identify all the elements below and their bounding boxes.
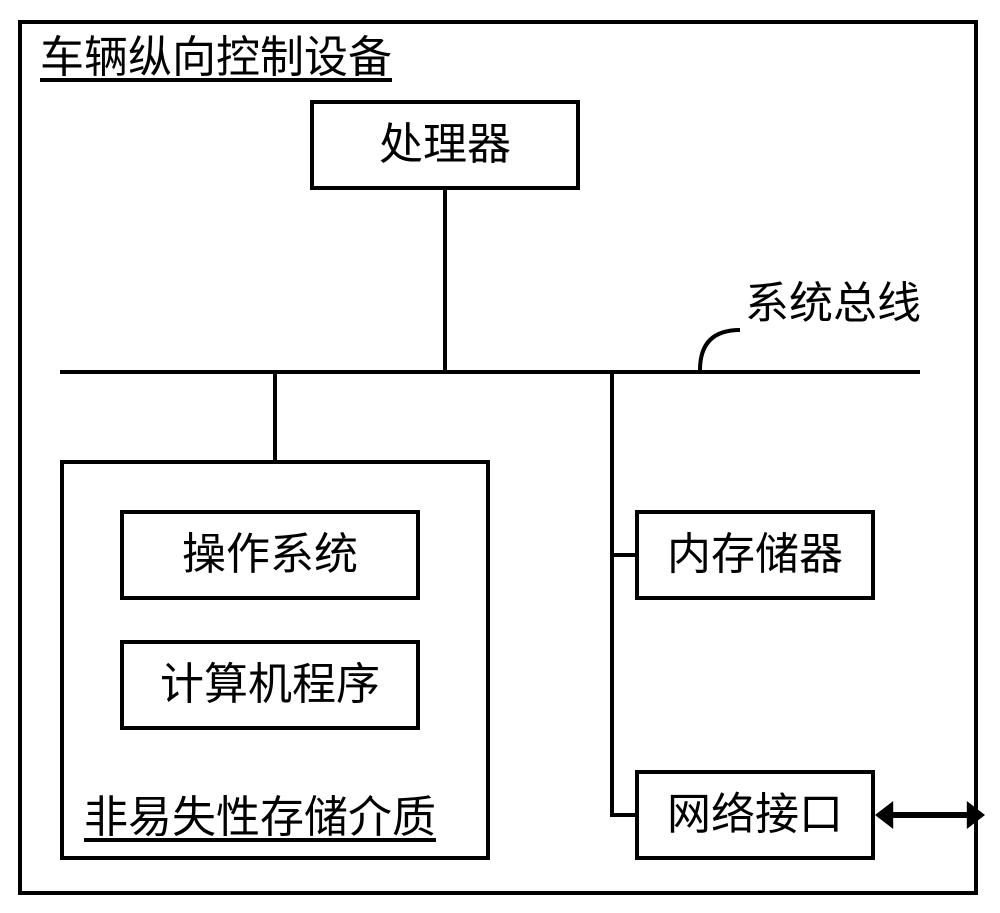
double-arrow-icon xyxy=(0,0,1000,913)
